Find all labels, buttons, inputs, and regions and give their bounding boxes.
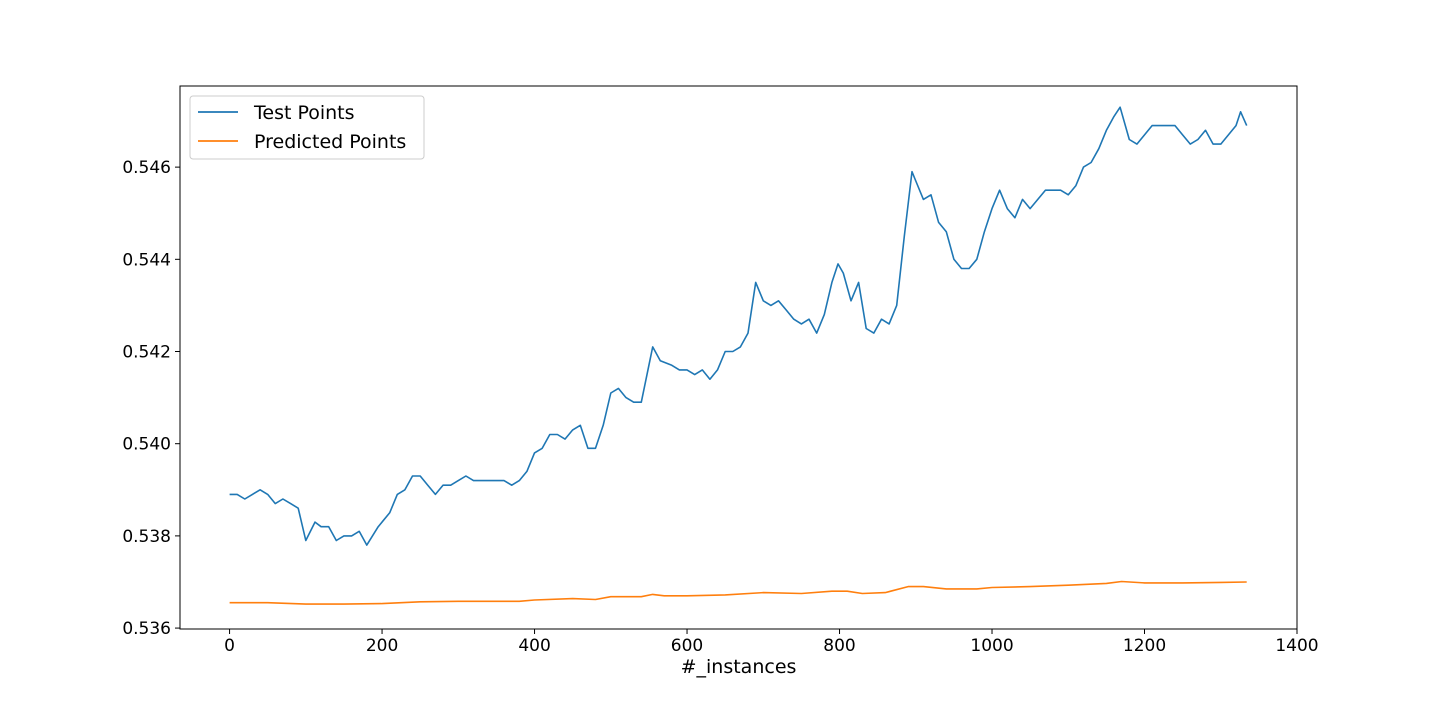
- y-tick-label: 0.542: [122, 343, 171, 363]
- plot-lines: [229, 106, 1248, 605]
- x-tick-label: 1400: [1275, 636, 1318, 656]
- y-tick-label: 0.536: [122, 619, 171, 639]
- x-tick-label: 1200: [1123, 636, 1166, 656]
- x-tick-label: 400: [518, 636, 550, 656]
- y-tick-label: 0.540: [122, 435, 171, 455]
- x-tick-label: 600: [671, 636, 703, 656]
- legend: Test Points Predicted Points: [189, 95, 425, 160]
- x-tick-label: 800: [823, 636, 855, 656]
- legend-label-1: Predicted Points: [254, 131, 406, 153]
- plot-frame: [179, 85, 1298, 630]
- y-tick-label: 0.544: [122, 250, 171, 270]
- x-axis: 0 200 400 600 800 1000 1200 1400: [224, 629, 1319, 656]
- y-axis: 0.536 0.538 0.540 0.542 0.544 0.546: [122, 158, 180, 639]
- y-tick-label: 0.538: [122, 527, 171, 547]
- x-tick-label: 1000: [970, 636, 1013, 656]
- x-tick-label: 200: [366, 636, 398, 656]
- y-tick-label: 0.546: [122, 158, 171, 178]
- series-line-0: [229, 106, 1248, 546]
- series-line-1: [229, 580, 1247, 605]
- x-axis-label: #_instances: [681, 656, 797, 678]
- legend-label-0: Test Points: [253, 102, 355, 124]
- x-tick-label: 0: [224, 636, 235, 656]
- legend-box: [189, 95, 425, 160]
